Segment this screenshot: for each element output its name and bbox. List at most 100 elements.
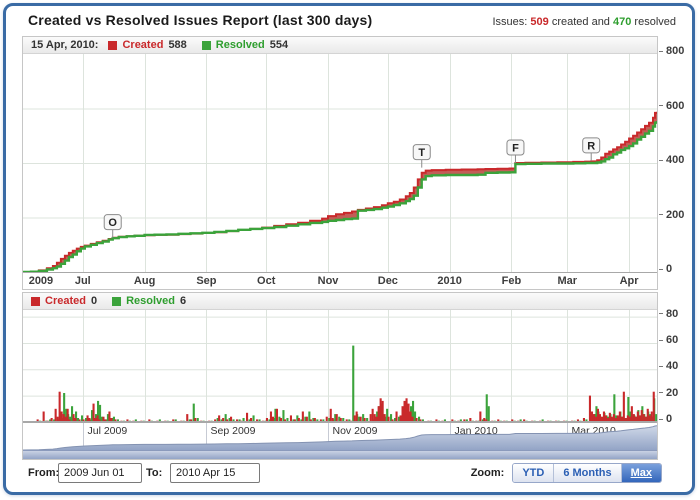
flag-label: T [418,147,425,159]
zoom-6months-button[interactable]: 6 Months [553,464,621,482]
created-legend-label[interactable]: Created [122,39,164,51]
created-bar [650,411,653,422]
resolved-bar [224,414,227,422]
hover-date-label: 15 Apr, 2010: [31,39,99,51]
created-bar [646,408,649,422]
created-resolved-band [23,111,657,272]
created-bar [230,416,233,422]
resolved-bar [77,418,80,422]
navigator[interactable]: Jul 2009 Sep 2009 Nov 2009 Jan 2010 Mar 2010 [23,422,657,450]
created-bar [485,419,488,422]
created-bar [590,411,593,422]
x-axis-label: Oct [257,275,276,287]
zoom-ytd-button[interactable]: YTD [513,464,554,482]
created-bar [172,419,175,422]
resolved-series-line [23,121,657,272]
created-swatch-icon [31,296,40,306]
flag-T[interactable]: T [412,144,431,168]
created-bar [610,416,613,422]
created-legend-label[interactable]: Created [45,295,86,307]
y-axis-label: 400 [659,154,684,167]
created-bar [309,419,312,422]
created-bar [92,403,95,422]
created-bar [246,412,249,422]
cumulative-chart[interactable]: O T F R [23,54,657,272]
resolved-bar [99,404,102,422]
zoom-controls: Zoom: YTD 6 Months Max [471,463,662,483]
resolved-bar [188,419,191,422]
resolved-bar [595,406,598,422]
daily-bar-chart[interactable] [23,310,657,422]
created-bar [325,416,328,422]
created-bar [279,418,282,422]
x-axis-label: Dec [377,275,398,287]
resolved-bar [322,419,325,422]
created-bar [598,414,601,422]
flag-F[interactable]: F [506,139,525,163]
created-bar [479,411,482,422]
created-bar [329,408,332,422]
created-bar [435,419,438,422]
created-bar [632,414,635,422]
navigator-scrollbar[interactable] [23,450,657,459]
flag-O[interactable]: O [103,214,122,238]
created-bar [297,418,300,422]
resolved-bar [278,416,281,422]
created-bar [226,419,229,422]
created-bar [606,418,609,422]
created-bar [269,411,272,422]
created-bar [419,419,422,422]
created-bar [194,418,197,422]
to-date-input[interactable] [170,463,260,483]
created-bar [616,415,619,422]
daily-plot-area[interactable] [23,310,657,422]
resolved-legend-label[interactable]: Resolved [126,295,176,307]
main-chart-legend: 15 Apr, 2010: Created 588 Resolved 554 [23,37,657,54]
resolved-legend-value: 6 [180,295,187,307]
created-bar [407,403,410,422]
flag-R[interactable]: R [582,137,601,161]
zoom-max-button[interactable]: Max [620,464,661,482]
created-bar [379,398,382,422]
resolved-bar [519,419,522,422]
y-axis-label: 20 [659,387,678,400]
x-axis-label: 2010 [437,275,462,287]
zoom-button-group: YTD 6 Months Max [512,463,662,483]
resolved-bar [421,419,424,422]
navigator-chart[interactable]: Jul 2009 Sep 2009 Nov 2009 Jan 2010 Mar 2010 [23,423,657,450]
resolved-legend-value: 554 [269,39,289,51]
created-bar [148,419,151,422]
resolved-bar [300,419,303,422]
resolved-bar [308,411,311,422]
created-bar [58,391,61,422]
created-bar [74,418,77,422]
created-bar [628,416,631,422]
created-bar [652,391,655,422]
x-axis-label: Feb [501,275,522,287]
daily-chart-legend: Created 0 Resolved 6 [23,293,657,310]
created-bar [114,419,117,422]
resolved-bar [627,397,630,422]
created-bar [594,416,597,422]
created-bar [483,418,486,422]
created-bar [377,406,380,422]
resolved-legend-label[interactable]: Resolved [215,39,265,51]
created-bar [108,411,111,422]
created-bar [612,414,615,422]
created-bar [624,418,627,422]
created-bar [82,419,85,422]
resolved-bar [158,419,161,422]
y-axis-label: 0 [659,413,672,426]
resolved-bar [485,394,488,422]
resolved-bar [418,416,421,422]
from-date-input[interactable] [58,463,142,483]
resolved-bar [366,418,369,422]
created-bar [409,411,412,422]
created-bar [96,415,99,422]
main-plot-area[interactable]: O T F R [23,54,657,272]
resolved-bar [112,416,115,422]
resolved-bar [352,345,355,422]
resolved-bar [81,415,84,422]
flag-label: O [108,217,117,229]
resolved-bar [258,419,261,422]
